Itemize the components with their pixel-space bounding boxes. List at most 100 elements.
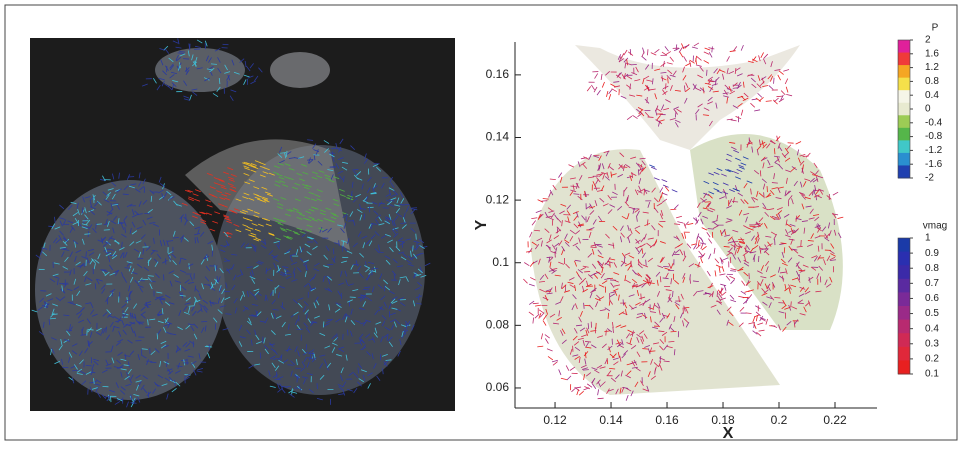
vector (96, 224, 102, 225)
colorbar-label: 1 (925, 233, 931, 244)
colorbar-swatch (898, 238, 910, 252)
colorbar-swatch (898, 333, 910, 347)
colorbar-swatch (898, 65, 910, 78)
colorbar-swatch (898, 40, 910, 53)
colorbar-swatch (898, 115, 910, 128)
colorbar-swatch (898, 153, 910, 166)
colorbar-swatch (898, 165, 910, 178)
vector (201, 321, 207, 322)
vector (647, 49, 648, 55)
y-axis-label: Y (473, 219, 490, 230)
vector (344, 176, 345, 182)
colorbar-swatch (898, 128, 910, 141)
vector (584, 271, 590, 272)
vector (547, 257, 553, 258)
colorbar-swatch (898, 140, 910, 153)
colorbar-label: 0 (925, 104, 931, 115)
colorbar-swatch (898, 292, 910, 306)
colorbar-label: 0.7 (925, 278, 939, 289)
vector (598, 398, 604, 399)
colorbar-label: 0.9 (925, 248, 939, 259)
vector (594, 155, 600, 156)
colorbar-swatch (898, 252, 910, 266)
colorbar-swatch (898, 360, 910, 374)
colorbar-label: 1.2 (925, 62, 939, 73)
vector (178, 53, 184, 54)
vector (584, 303, 585, 309)
vector (776, 96, 782, 97)
colorbar-label: -1.6 (925, 159, 943, 170)
y-tick-label: 0.16 (486, 67, 510, 81)
colorbar-swatch (898, 78, 910, 91)
vector (358, 297, 364, 298)
vector (217, 276, 218, 282)
vector (59, 283, 65, 284)
colorbar-swatch (898, 279, 910, 293)
vector (760, 170, 761, 176)
colorbar-label: 0.1 (925, 369, 939, 380)
colorbar-title: vmag (923, 221, 947, 232)
vector (638, 169, 639, 175)
colorbar-swatch (898, 347, 910, 361)
vector (606, 330, 607, 336)
colorbar-label: 0.6 (925, 293, 939, 304)
vector (774, 148, 775, 154)
y-tick-label: 0.1 (492, 255, 509, 269)
vector (764, 192, 765, 198)
x-tick-label: 0.2 (771, 413, 788, 427)
vector (384, 285, 385, 291)
y-tick-label: 0.06 (486, 380, 510, 394)
x-tick-label: 0.16 (655, 413, 679, 427)
colorbar-label: 0.8 (925, 263, 939, 274)
vector (297, 377, 298, 383)
colorbar-swatch (898, 90, 910, 103)
vector (327, 264, 333, 265)
x-tick-label: 0.12 (543, 413, 567, 427)
vector (84, 234, 90, 235)
colorbar-label: 0.4 (925, 90, 939, 101)
colorbar-label: 2 (925, 35, 931, 46)
vector (623, 299, 624, 305)
vector (347, 215, 348, 221)
colorbar-swatch (898, 53, 910, 66)
y-tick-label: 0.08 (486, 318, 510, 332)
colorbar-swatch (898, 306, 910, 320)
vector (287, 365, 293, 366)
x-tick-label: 0.14 (599, 413, 623, 427)
vector (165, 258, 166, 264)
colorbar-label: 0.3 (925, 338, 939, 349)
vector (66, 330, 72, 331)
x-axis-label: X (723, 425, 734, 442)
colorbar-swatch (898, 320, 910, 334)
vector (413, 245, 414, 251)
vector (124, 252, 125, 258)
colorbar-label: 1.6 (925, 48, 939, 59)
vector (416, 234, 417, 240)
vector (417, 242, 418, 248)
vector (533, 303, 539, 304)
colorbar-title: P (932, 23, 939, 34)
x-tick-label: 0.22 (823, 413, 847, 427)
vector (624, 256, 625, 262)
colorbar-label: 0.5 (925, 308, 939, 319)
vector (649, 351, 655, 352)
vector (555, 286, 556, 292)
colorbar-label: -1.2 (925, 145, 943, 156)
colorbar-swatch (898, 265, 910, 279)
colorbar-label: -0.8 (925, 131, 943, 142)
colorbar-label: -0.4 (925, 117, 943, 128)
vector (642, 349, 648, 350)
vector (86, 251, 87, 257)
vector (758, 256, 759, 262)
colorbar-label: 0.2 (925, 354, 939, 365)
colorbar-label: -2 (925, 173, 934, 184)
colorbar-label: 0.8 (925, 76, 939, 87)
vector (672, 291, 673, 297)
colorbar-swatch (898, 103, 910, 116)
colorbar-label: 0.4 (925, 323, 939, 334)
y-tick-label: 0.14 (486, 130, 510, 144)
vector (712, 46, 713, 52)
y-tick-label: 0.12 (486, 192, 510, 206)
